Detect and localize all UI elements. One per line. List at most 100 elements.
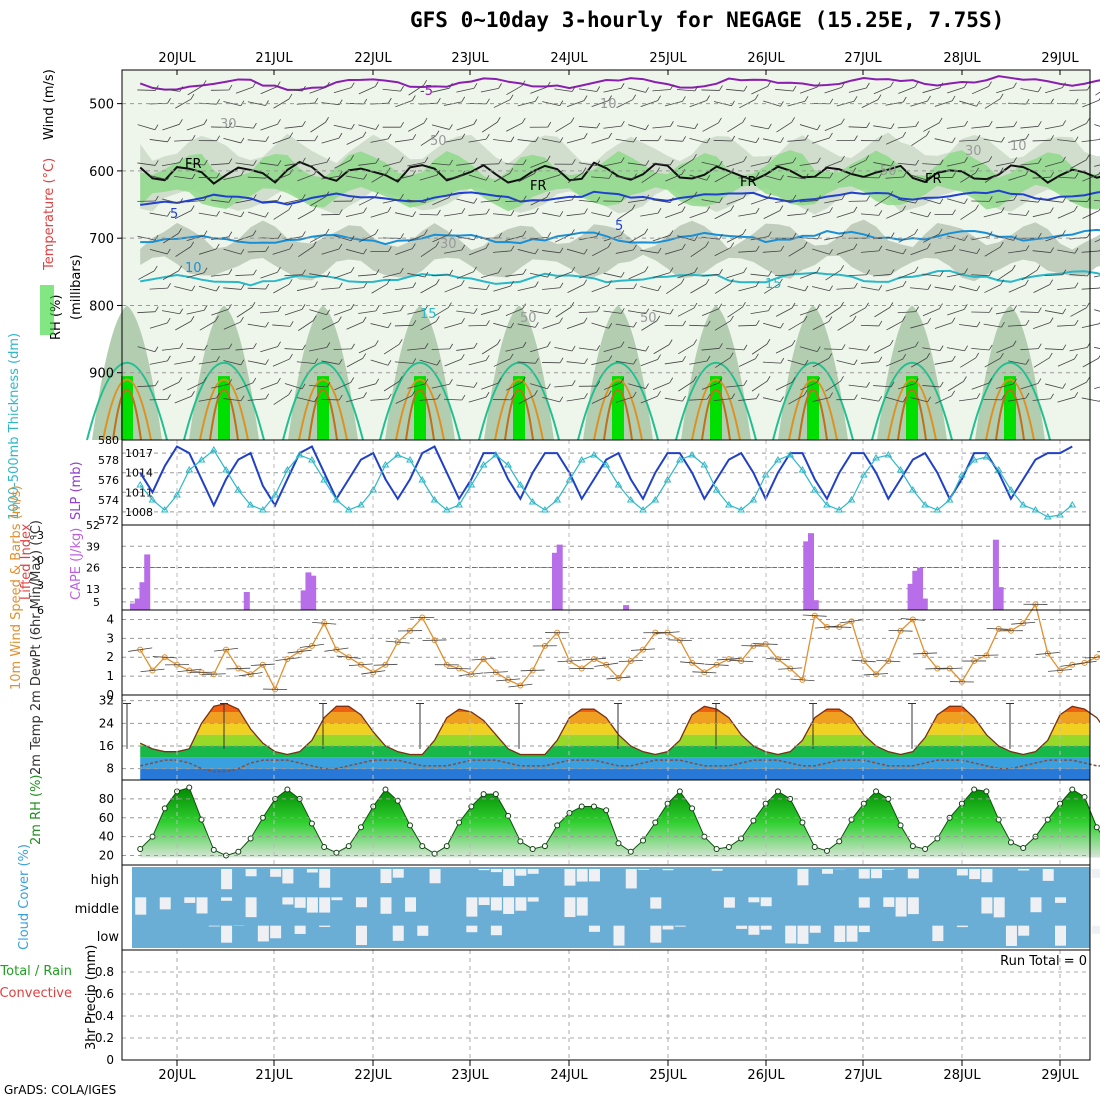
temp-band [140, 757, 1090, 769]
wind-barb [149, 212, 168, 217]
li-tick-label: -3 [33, 529, 44, 542]
wind-barb [382, 310, 401, 315]
wind-barb [273, 209, 290, 220]
wind-tick-label: 2 [106, 650, 114, 664]
wind-barb [898, 271, 916, 279]
wind-barb [449, 124, 453, 130]
wind-barb [995, 126, 1014, 129]
wind-barb [665, 211, 683, 219]
wind-barb [358, 196, 376, 206]
wind-barb [240, 211, 245, 217]
cloud-gap [907, 869, 919, 879]
cloud-gap [1055, 897, 1066, 903]
wind-barb [473, 198, 478, 204]
cloud-gap [515, 869, 527, 876]
wind-barb [934, 138, 953, 143]
wind-barb [596, 306, 601, 312]
rh-tick-label: 60 [99, 811, 114, 825]
wind-barb [431, 162, 450, 166]
wind-barb [321, 398, 340, 401]
wind-barb [394, 361, 413, 364]
wind-barb [652, 199, 671, 203]
temperature-contour [995, 388, 1025, 441]
wind-barb [664, 360, 683, 365]
wind-barb [645, 345, 650, 352]
wind-barb [729, 659, 754, 663]
temp-tick-label: 32 [99, 694, 114, 708]
wind-barb [149, 398, 168, 401]
wind-barb [358, 162, 377, 166]
wind-barb [787, 139, 806, 142]
wind-barb [167, 282, 171, 289]
rh-point [529, 845, 536, 852]
precip-tick-label: 0.4 [95, 1009, 114, 1023]
wind-barb [547, 341, 551, 347]
wind-barb [284, 88, 303, 92]
thickness-point [982, 453, 991, 460]
wind-barb [828, 353, 833, 359]
wind-barb [718, 377, 723, 384]
wind-barb [719, 343, 723, 349]
wind-barb [483, 671, 508, 674]
wind-barb [988, 196, 993, 202]
wind-barb [481, 382, 499, 390]
wind-barb [889, 190, 893, 197]
wind-barb [988, 156, 993, 162]
wind-barb [713, 398, 732, 402]
wind-barb [485, 175, 490, 181]
wind-barb [554, 346, 573, 352]
date-label-top: 25JUL [649, 51, 687, 66]
wind-barb [435, 130, 440, 136]
wind-barb [506, 122, 523, 132]
wind-barb [1081, 287, 1100, 290]
cloud-gap [846, 925, 858, 942]
contour-label: 5 [170, 207, 178, 222]
wind-barb [578, 347, 597, 351]
wind-barb [333, 271, 352, 279]
cloud-gap [245, 897, 257, 918]
wind-barb [726, 233, 744, 243]
wind-barb [1020, 199, 1039, 203]
wind-barb [780, 174, 784, 181]
wind-barb [742, 228, 747, 235]
wind-barb [866, 122, 870, 128]
wind-barb [485, 355, 490, 361]
wind-barb [530, 383, 548, 390]
rh-point [308, 820, 315, 827]
wind-barb [951, 355, 956, 362]
wind-barb [584, 358, 588, 364]
wind-barb [345, 212, 364, 218]
slp-line [139, 445, 1073, 508]
wind-barb [480, 87, 499, 93]
wind-barb [665, 173, 683, 182]
wind-barb [803, 390, 808, 396]
wind-barb [435, 241, 440, 247]
temperature-contour [308, 388, 338, 441]
wind-barb [301, 383, 306, 390]
wind-barb [277, 233, 282, 239]
wind-barb [653, 344, 670, 355]
wind-barb [652, 125, 671, 129]
wind-barb [228, 343, 233, 349]
cloud-level-label: low [97, 930, 120, 945]
wind-barb [657, 135, 662, 141]
wind-barb [302, 85, 306, 92]
wind-barb [1020, 125, 1039, 129]
wind-barb [407, 347, 426, 351]
wind-barb [963, 376, 967, 382]
cloud-gap [858, 897, 870, 908]
wind-barb [1013, 157, 1017, 163]
wind-barb [1037, 196, 1042, 203]
wind-barb [1025, 133, 1030, 140]
wind-barb [1008, 250, 1027, 254]
wind-barb [534, 168, 538, 174]
wind-barb [260, 271, 278, 279]
wind-barb [240, 395, 245, 401]
wind-barb [517, 286, 536, 292]
wind-barb [277, 306, 282, 312]
rh-column [189, 305, 259, 440]
wind-barb [296, 397, 315, 403]
date-label-top: 24JUL [550, 51, 588, 66]
wind-barb [571, 345, 576, 352]
wind-barb [535, 207, 539, 214]
